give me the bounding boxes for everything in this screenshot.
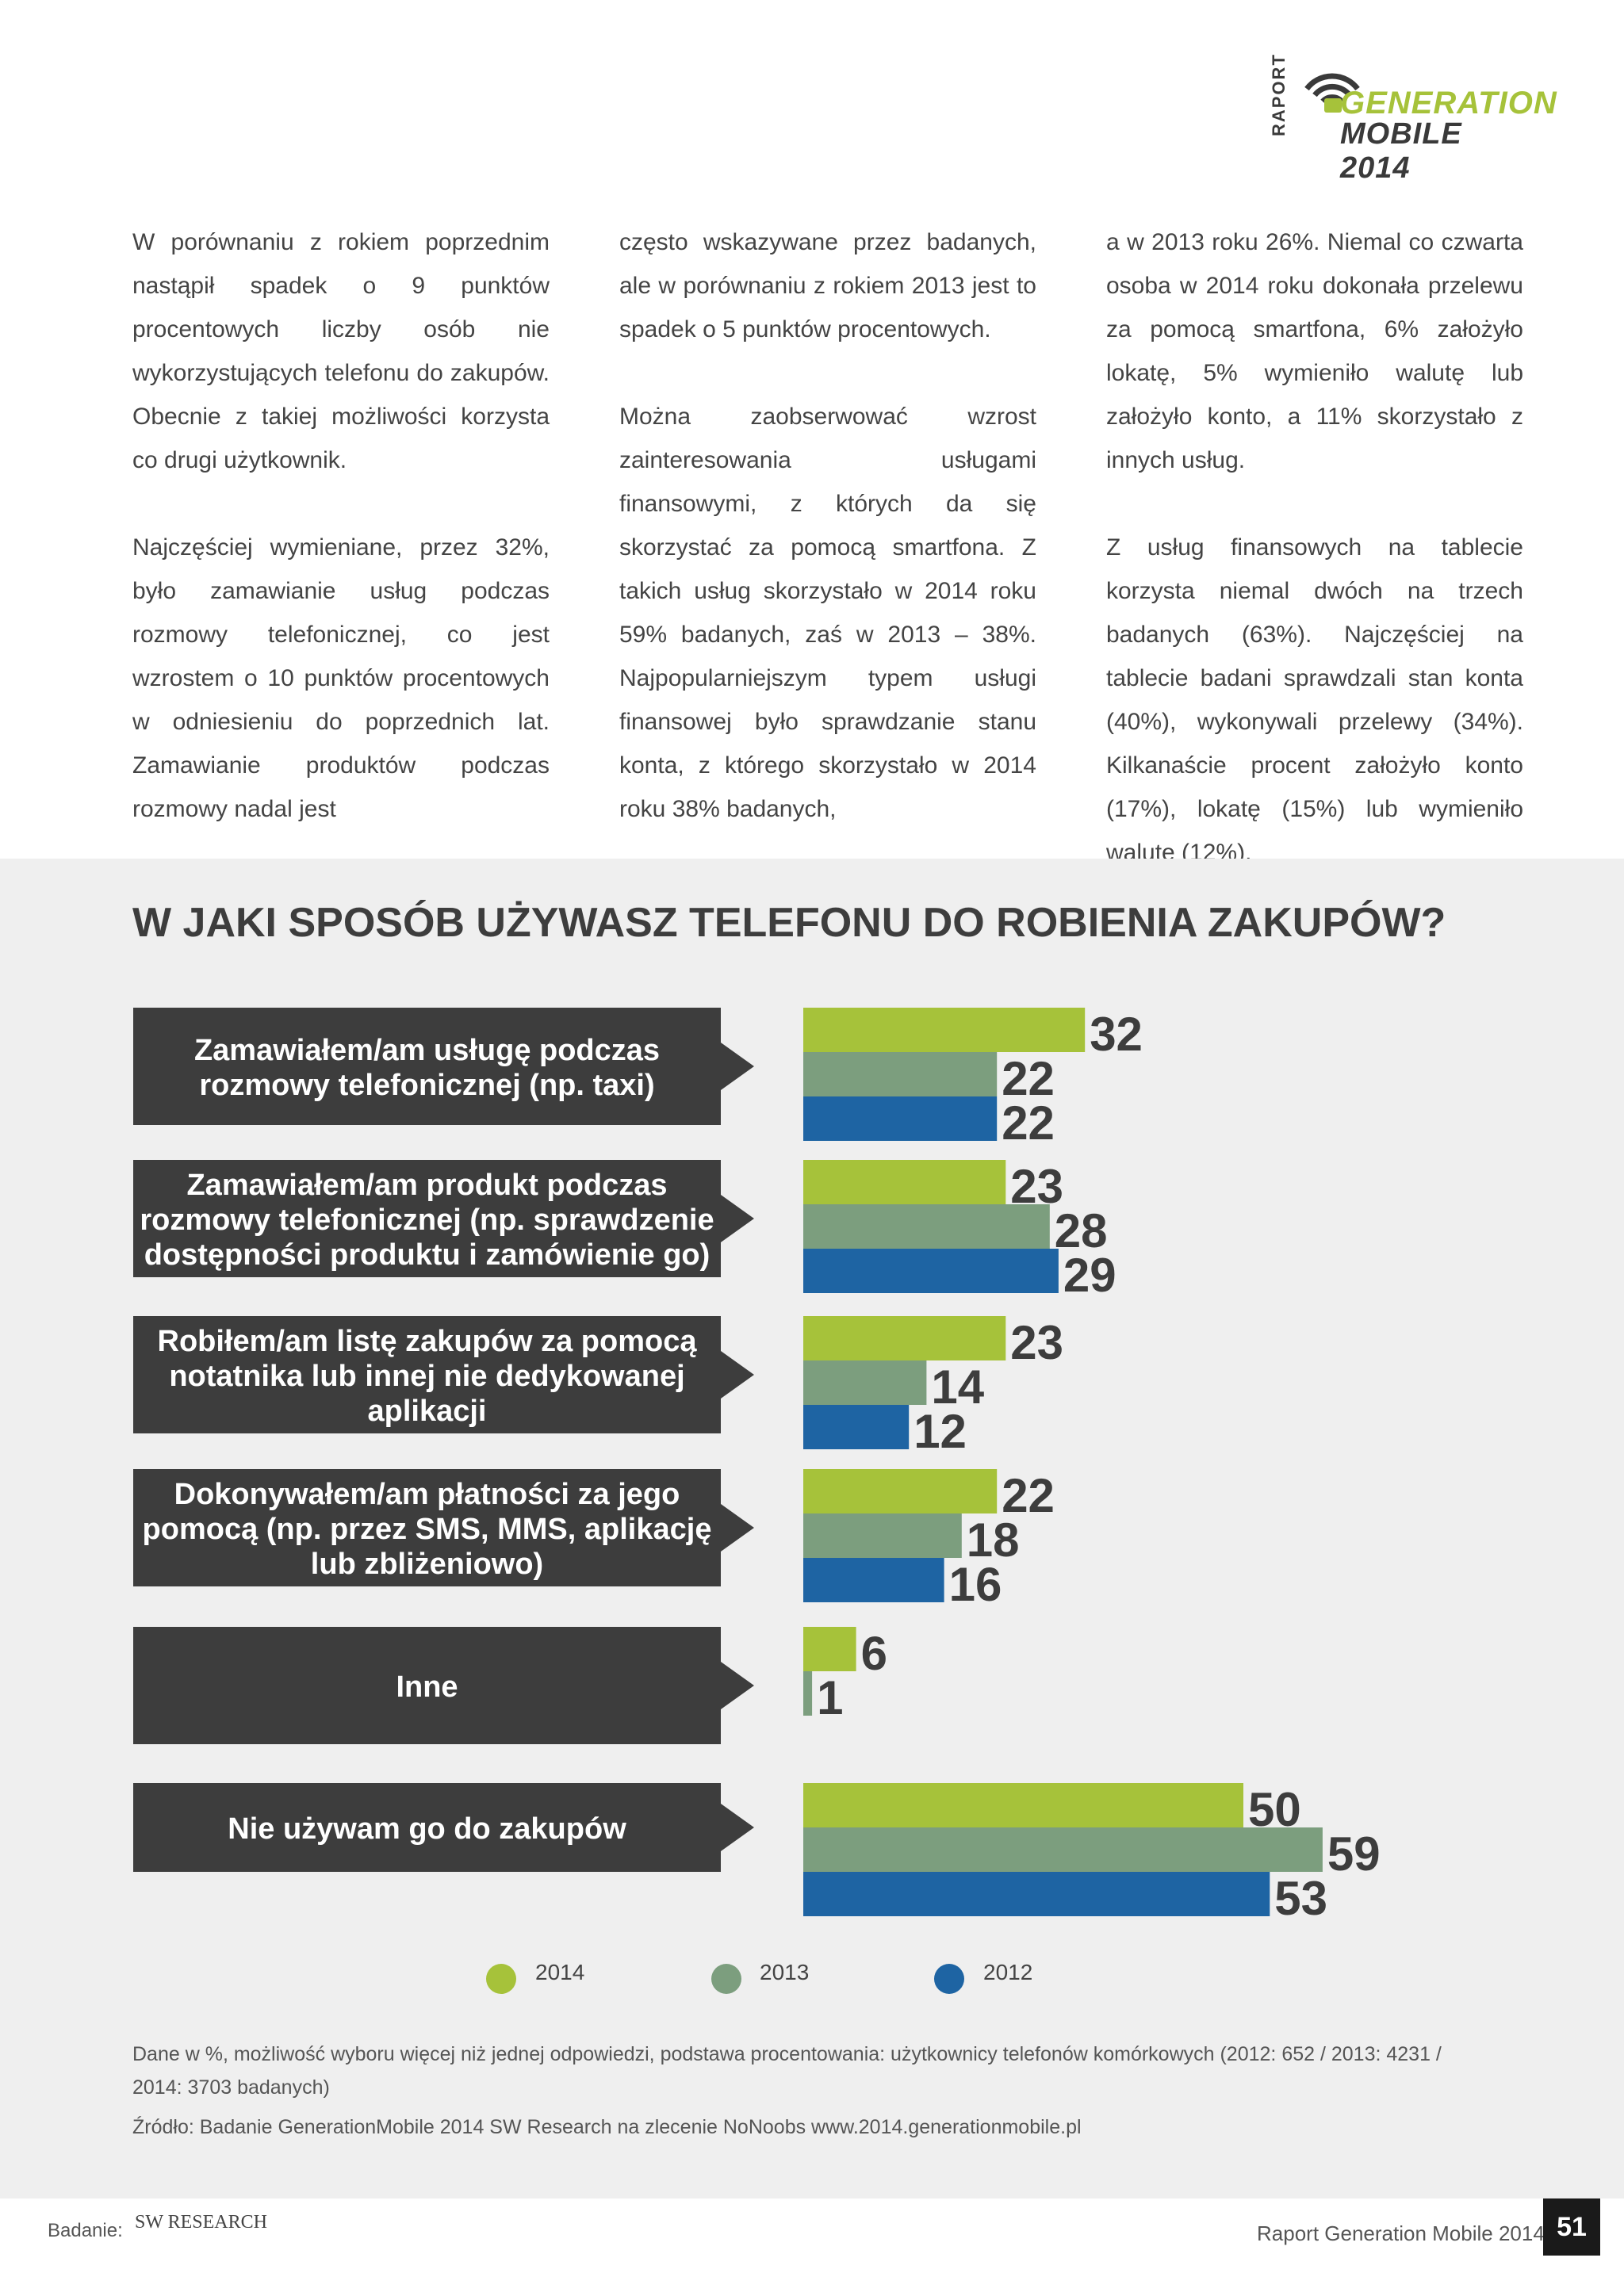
legend-label-2013: 2013 [760,1960,810,1984]
text-column-2: często wskazywane przez badanych, ale w … [619,220,1036,874]
bar-2013 [803,1513,962,1558]
bar-2014 [803,1469,998,1513]
bar-value-label: 28 [1055,1204,1108,1257]
category-label: Nie używam go do zakupów [228,1812,626,1846]
category-label: Robiłem/am listę zakupów za pomocą [158,1325,698,1358]
category-label-box [133,1627,754,1744]
report-name: Raport Generation Mobile 2014 [1257,2221,1545,2245]
bar-value-label: 50 [1248,1783,1301,1836]
bar-2014 [803,1316,1006,1360]
bar-value-label: 23 [1010,1316,1063,1369]
source-note: Źródło: Badanie GenerationMobile 2014 SW… [132,2116,1082,2138]
category-label: lub zbliżeniowo) [311,1548,543,1581]
bar-2014 [803,1008,1086,1052]
paragraph: W porównaniu z rokiem poprzednim nastąpi… [132,229,550,473]
paragraph: a w 2013 roku 26%. Niemal co czwarta oso… [1106,229,1523,473]
bar-2013 [803,1360,927,1405]
bar-2013 [803,1052,998,1096]
logo-mobile-2014: MOBILE 2014 [1340,117,1462,185]
paragraph: często wskazywane przez badanych, ale w … [619,229,1036,342]
sw-research-logo: SW RESEARCH [135,2212,267,2233]
category-label: Inne [396,1670,458,1704]
bar-2014 [803,1627,856,1671]
bar-2012 [803,1249,1059,1293]
legend-label-2012: 2012 [983,1960,1033,1984]
bar-value-label: 53 [1274,1872,1327,1925]
footer [0,2198,1624,2296]
bar-value-label: 59 [1327,1827,1381,1881]
bar-2012 [803,1872,1270,1916]
category-label: Dokonywałem/am płatności za jego [174,1478,680,1511]
bar-2013 [803,1204,1050,1249]
generation-mobile-logo: RAPORT GENERATION MOBILE 2014 [1269,53,1557,185]
text-column-1: W porównaniu z rokiem poprzednim nastąpi… [132,220,550,874]
bar-value-label: 32 [1090,1008,1143,1061]
legend-label-2014: 2014 [535,1960,585,1984]
chart-title: W JAKI SPOSÓB UŻYWASZ TELEFONU DO ROBIEN… [132,900,1446,946]
bar-2013 [803,1671,813,1716]
category-label: aplikacji [368,1395,487,1428]
bar-2013 [803,1827,1323,1872]
category-label: dostępności produktu i zamówienie go) [144,1238,710,1272]
bar-value-label: 23 [1010,1160,1063,1213]
bar-value-label: 16 [949,1558,1002,1611]
bar-value-label: 6 [861,1627,887,1680]
data-note: Dane w %, możliwość wyboru więcej niż je… [132,2043,1442,2099]
logo-generation: GENERATION [1340,86,1557,121]
legend-dot-2013 [711,1964,741,1994]
wifi-phone-icon [1304,73,1360,113]
bar-value-label: 1 [817,1671,843,1724]
category-label-box [133,1783,754,1872]
bar-value-label: 22 [1002,1052,1055,1105]
category-label: notatnika lub innej nie dedykowanej [169,1360,684,1393]
paragraph: Najczęściej wymieniane, przez 32%, było … [132,534,550,822]
bar-value-label: 29 [1063,1249,1116,1302]
bar-2012 [803,1405,910,1449]
category-label: Zamawiałem/am produkt podczas [186,1169,667,1202]
category-label: Zamawiałem/am usługę podczas [194,1034,660,1067]
category-label-box [133,1160,754,1277]
bar-value-label: 14 [931,1360,984,1414]
category-label-box [133,1008,754,1125]
category-label: pomocą (np. przez SMS, MMS, aplikację [143,1513,712,1546]
bar-value-label: 22 [1002,1096,1055,1150]
bar-value-label: 18 [967,1513,1020,1567]
legend-dot-2014 [486,1964,516,1994]
bar-2014 [803,1160,1006,1204]
category-label: rozmowy telefonicznej (np. sprawdzenie [140,1203,714,1237]
category-label: rozmowy telefonicznej (np. taxi) [199,1069,654,1102]
paragraph: Można zaobserwować wzrost zainteresowani… [619,404,1036,822]
category-label-box [133,1469,754,1586]
bar-value-label: 22 [1002,1469,1055,1522]
bar-value-label: 12 [914,1405,967,1458]
category-label-box [133,1316,754,1433]
page-number: 51 [1543,2198,1600,2256]
bar-2012 [803,1096,998,1141]
bar-2014 [803,1783,1243,1827]
legend-dot-2012 [934,1964,964,1994]
bar-2012 [803,1558,944,1602]
badanie-label: Badanie: [48,2220,123,2241]
